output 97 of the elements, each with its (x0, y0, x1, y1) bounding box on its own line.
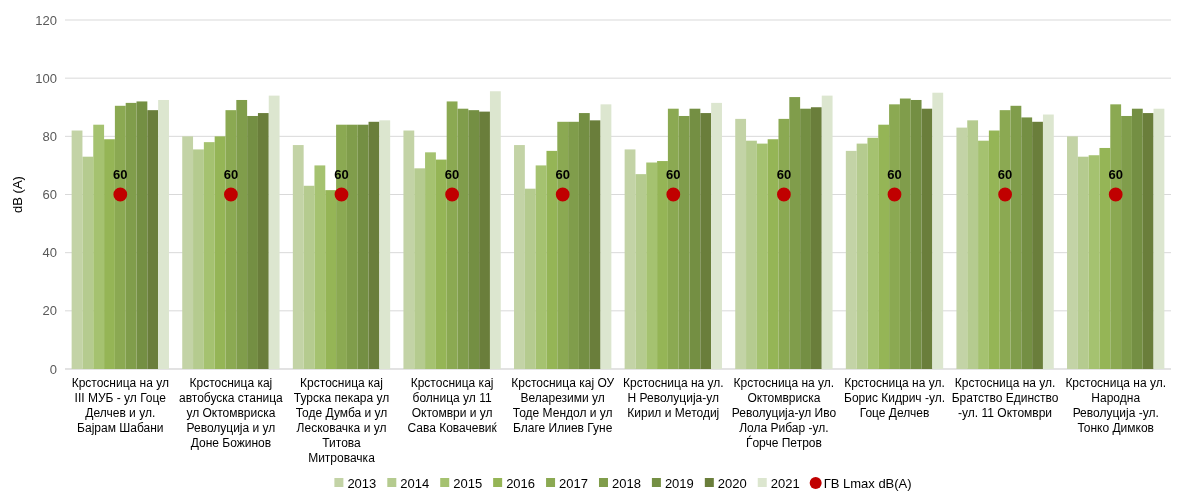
y-tick-label: 120 (35, 12, 57, 28)
bar (403, 130, 415, 369)
legend-label: 2019 (664, 476, 694, 491)
bar (203, 142, 215, 369)
bar (810, 107, 822, 369)
bar (932, 92, 944, 369)
x-tick-label: Крстосница кај болница ул 11 Октомври и ул Сава Ковачевиќ (407, 376, 498, 435)
bar (414, 168, 426, 369)
legend-label: 2018 (611, 476, 641, 491)
y-tick-label: 0 (49, 361, 57, 377)
bar (379, 120, 391, 369)
bar (1142, 113, 1154, 369)
y-axis-title: dB (A) (10, 176, 25, 213)
legend-label: 2014 (400, 476, 430, 491)
bar (368, 121, 380, 369)
bar (711, 102, 722, 369)
bar (746, 140, 757, 369)
bar (956, 127, 968, 369)
bar (856, 143, 868, 369)
bar (646, 162, 658, 369)
data-label: 60 (444, 166, 460, 182)
bar (600, 104, 612, 369)
y-tick-label: 80 (42, 128, 57, 144)
data-label: 60 (997, 166, 1013, 182)
bar (689, 108, 701, 369)
bar (71, 130, 83, 369)
bar (589, 120, 601, 369)
bar (535, 165, 547, 369)
bar (1067, 136, 1078, 369)
y-tick-label: 60 (42, 187, 57, 203)
y-tick-label: 100 (35, 70, 57, 86)
bar (93, 124, 105, 369)
bar (700, 113, 712, 369)
x-tick-label: Крстосница кај автобуска станица ул Октомвриска Револуција и ул Доне Божинов (179, 376, 284, 450)
x-tick-label: Крстосница на ул III МУБ - ул Гоце Делчев и ул. Бајрам Шабани (71, 376, 169, 435)
bar (425, 152, 436, 369)
bar (1021, 117, 1033, 369)
bar (158, 99, 169, 369)
data-label: 60 (223, 166, 239, 182)
bar (182, 136, 194, 369)
bar (967, 120, 979, 369)
bar (514, 145, 525, 369)
bar (1042, 114, 1054, 369)
bar (136, 101, 148, 369)
bar (479, 111, 490, 369)
x-tick-label: Крстосница на ул. Н Револуција-ул Кирил и Методиј (622, 376, 724, 420)
bar (193, 149, 204, 369)
bar (867, 137, 879, 369)
x-tick-label: Крстосница на ул. Народна Револуција -ул. Тонко Димков (1065, 376, 1167, 435)
bar (800, 108, 811, 369)
bar (821, 95, 833, 369)
legend-label: 2020 (717, 476, 747, 491)
x-tick-label: Крстосница кај Турска пекара ул Тоде Думба и ул Лесковачка и ул Титова Митровачка (293, 376, 390, 465)
y-tick-label: 40 (42, 245, 57, 261)
legend-label: 2013 (347, 476, 377, 491)
bar (468, 110, 480, 369)
bar (978, 140, 989, 369)
bar (247, 115, 258, 369)
x-tick-label: Крстосница кај ОУ Веларезими ул Тоде Мендол и ул Благе Илиев Гуне (511, 376, 615, 435)
data-label: 60 (776, 166, 792, 182)
bar (82, 156, 94, 369)
bar (756, 143, 768, 369)
bar (578, 113, 590, 369)
bar (1131, 108, 1143, 369)
bar (1032, 121, 1043, 369)
bar (257, 113, 269, 369)
bar (1077, 156, 1089, 369)
x-tick-label: Крстосница на ул. Октомвриска Револуција-ул Иво Лола Рибар -ул. Ѓорче Петров (731, 376, 837, 450)
data-label: 60 (555, 166, 570, 182)
bar (1088, 155, 1100, 369)
data-label: 60 (113, 166, 128, 182)
bar (1153, 108, 1165, 369)
legend-label: 2017 (559, 476, 588, 491)
legend-label: ГВ Lmax dB(A) (823, 476, 912, 491)
bar (292, 145, 304, 369)
legend-label: 2015 (453, 476, 483, 491)
bar (524, 188, 536, 369)
bar (314, 165, 326, 369)
x-tick-label: Крстосница на ул. Борис Кидрич -ул. Гоце Делчев (844, 376, 945, 420)
bar (147, 110, 159, 369)
y-tick-label: 20 (42, 303, 57, 319)
legend-label: 2016 (506, 476, 536, 491)
bar (268, 95, 280, 369)
bar (735, 118, 747, 369)
bar (357, 124, 369, 369)
bar (489, 91, 501, 369)
legend-label: 2021 (770, 476, 800, 491)
bar (303, 185, 315, 369)
bar (845, 150, 857, 369)
data-label: 60 (887, 166, 902, 182)
data-label: 60 (666, 166, 681, 182)
bar (635, 174, 647, 369)
bar (921, 108, 933, 369)
x-tick-label: Крстосница на ул. Братство Единство -ул. 11 Октомври (951, 376, 1059, 420)
data-label: 60 (1108, 166, 1123, 182)
bar (910, 99, 922, 369)
bar (624, 149, 636, 369)
